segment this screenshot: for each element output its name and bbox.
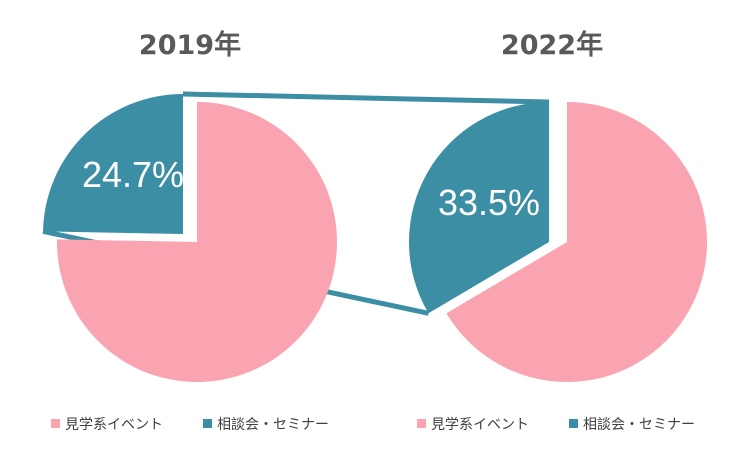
legend-2019: 見学系イベント 相談会・セミナー — [51, 417, 329, 433]
legend-2022: 見学系イベント 相談会・セミナー — [417, 417, 695, 433]
legend-label-consult: 相談会・セミナー — [217, 417, 329, 433]
legend-label-visit: 見学系イベント — [431, 417, 529, 433]
legend-swatch-visit — [417, 419, 426, 428]
legend-label-consult: 相談会・セミナー — [583, 417, 695, 433]
chart-title-2019: 2019年 — [139, 29, 241, 61]
slice-consult-seminar — [409, 102, 549, 314]
legend-swatch-consult — [203, 419, 212, 428]
slice-visit-event — [57, 102, 338, 383]
data-label-2019-consult: 24.7% — [82, 154, 184, 195]
data-label-2022-consult: 33.5% — [438, 182, 540, 223]
slice-visit-event — [446, 102, 707, 382]
pie-2022 — [409, 102, 707, 382]
legend-swatch-consult — [569, 419, 578, 428]
legend-label-visit: 見学系イベント — [65, 417, 163, 433]
chart-title-2022: 2022年 — [501, 29, 603, 61]
pie-2019 — [43, 94, 338, 383]
legend-swatch-visit — [51, 419, 60, 428]
connector-line-top — [182, 91, 550, 105]
slice-consult-seminar — [43, 94, 183, 234]
